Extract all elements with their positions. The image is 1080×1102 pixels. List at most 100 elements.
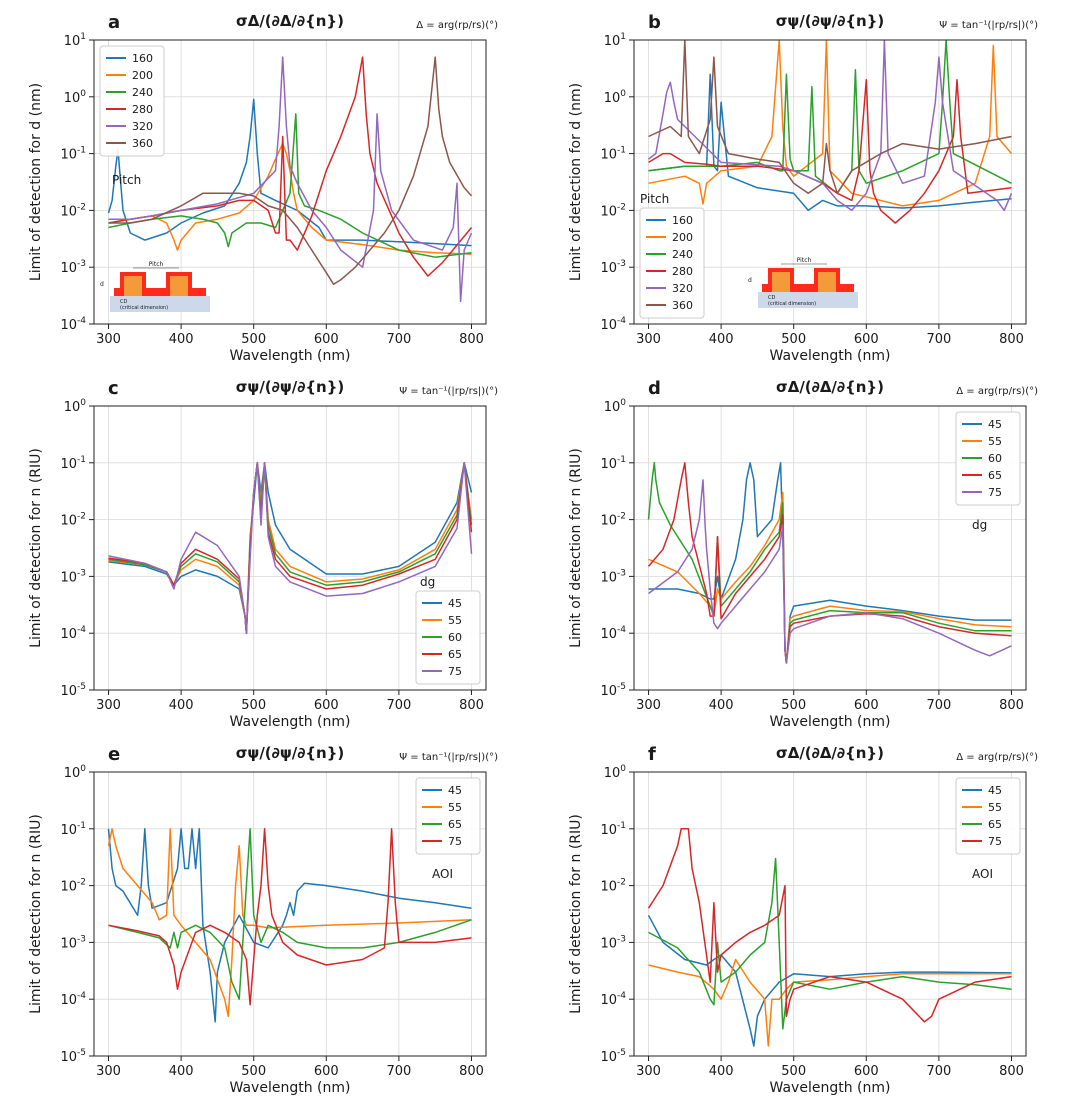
series-line-160 <box>648 73 1012 212</box>
x-tick-label: 800 <box>999 332 1024 347</box>
chart-title: σψ/(∂ψ/∂{n}) <box>236 744 345 762</box>
series-line-75 <box>108 828 472 1006</box>
series-line-75 <box>647 828 1012 1023</box>
y-tick-label: 10-4 <box>60 991 86 1008</box>
series-line-60 <box>647 462 1012 664</box>
x-tick-label: 300 <box>96 1064 121 1079</box>
series-line-65 <box>108 828 472 1000</box>
chart-panel-a: 300 400 500 600 700 800 10-4 10-3 10-2 10-1 100 101… <box>0 0 540 366</box>
y-tick-label: 10-1 <box>600 821 626 838</box>
chart-e-svg: 300 400 500 600 700 800 10-5 10-4 10-3 10-2 10-1 10… <box>28 744 498 1096</box>
chart-d-axes-frame <box>633 405 1027 691</box>
y-tick-label: 100 <box>64 89 87 106</box>
chart-title: σΔ/(∂Δ/∂{n}) <box>776 378 884 396</box>
series-line-360 <box>108 56 473 286</box>
legend-label-75: 75 <box>988 486 1002 499</box>
x-tick-label: 700 <box>926 1064 951 1079</box>
chart-a-legend: 160 200 240 280 320 360 <box>99 45 165 157</box>
x-tick-label: 600 <box>314 1064 339 1079</box>
legend-label-60: 60 <box>448 631 462 644</box>
x-tick-label: 400 <box>709 332 734 347</box>
y-tick-label: 10-4 <box>600 316 626 333</box>
chart-f-legend: 45 55 65 75 <box>955 777 1021 855</box>
chart-f-axes-frame <box>633 771 1027 1057</box>
series-line-360 <box>648 40 1012 195</box>
y-tick-label: 10-3 <box>600 934 626 951</box>
legend-label-75: 75 <box>448 665 462 678</box>
y-tick-label: 101 <box>604 32 626 49</box>
x-tick-label: 500 <box>241 698 266 713</box>
y-tick-label: 10-2 <box>60 202 86 219</box>
y-tick-label: 10-3 <box>60 568 86 585</box>
y-tick-label: 10-4 <box>600 991 626 1008</box>
legend-label-65: 65 <box>448 648 462 661</box>
x-tick-label: 700 <box>386 332 411 347</box>
legend-label-360: 360 <box>672 299 693 312</box>
y-tick-label: 100 <box>604 89 627 106</box>
y-tick-label: 10-3 <box>60 934 86 951</box>
legend-label-160: 160 <box>672 214 693 227</box>
legend-label-45: 45 <box>448 597 462 610</box>
inset-base-layer <box>114 288 206 296</box>
y-tick-label: 100 <box>64 398 87 415</box>
series-line-160 <box>107 98 472 247</box>
series-line-280 <box>648 78 1012 224</box>
inset-cd-label: CD <box>768 295 775 301</box>
legend-label-55: 55 <box>988 801 1002 814</box>
series-line-75 <box>108 462 473 634</box>
legend-box <box>415 590 481 685</box>
chart-a-inset-schematic: Pitch d CD(critical dimension) <box>100 261 210 312</box>
x-tick-label: 500 <box>781 332 806 347</box>
x-axis-label: Wavelength (nm) <box>770 348 891 364</box>
x-tick-label: 800 <box>459 1064 484 1079</box>
chart-panel-e: 300 400 500 600 700 800 10-5 10-4 10-3 10-2 10-1 10… <box>0 732 540 1098</box>
legend-title: AOI <box>972 867 993 881</box>
x-tick-label: 400 <box>169 1064 194 1079</box>
chart-c-legend: 45 55 60 65 75 <box>415 590 481 685</box>
inset-cd-sub-label: (critical dimension) <box>120 305 168 311</box>
x-tick-label: 300 <box>636 332 661 347</box>
y-tick-label: 10-5 <box>600 682 626 699</box>
panel-label: a <box>108 12 120 33</box>
legend-label-280: 280 <box>132 103 153 116</box>
x-tick-label: 300 <box>636 1064 661 1079</box>
chart-e-series-group <box>107 828 472 1023</box>
x-tick-label: 300 <box>96 332 121 347</box>
series-line-200 <box>108 142 472 255</box>
legend-label-200: 200 <box>672 231 693 244</box>
x-tick-label: 400 <box>709 698 734 713</box>
y-tick-label: 10-4 <box>60 625 86 642</box>
x-axis-label: Wavelength (nm) <box>770 1080 891 1096</box>
panel-label: b <box>648 12 661 33</box>
series-line-240 <box>108 113 472 258</box>
x-tick-label: 400 <box>709 1064 734 1079</box>
chart-e-axes-frame <box>93 771 487 1057</box>
parameter-note: Δ = arg(rp/rs)(°) <box>956 752 1038 763</box>
y-axis-label: Limit of detection for n (RIU) <box>28 448 44 648</box>
y-tick-label: 10-2 <box>60 512 86 529</box>
x-axis-label: Wavelength (nm) <box>770 714 891 730</box>
legend-label-60: 60 <box>988 452 1002 465</box>
legend-label-65: 65 <box>988 818 1002 831</box>
x-axis-label: Wavelength (nm) <box>230 348 351 364</box>
legend-box <box>955 411 1021 506</box>
parameter-note: Δ = arg(rp/rs)(°) <box>956 386 1038 397</box>
y-tick-label: 10-1 <box>600 455 626 472</box>
y-tick-label: 10-3 <box>60 259 86 276</box>
series-line-55 <box>648 958 1012 1047</box>
series-line-240 <box>648 40 1012 195</box>
parameter-note: Ψ = tan⁻¹(|rp/rs|)(°) <box>399 386 498 397</box>
y-tick-label: 10-4 <box>60 316 86 333</box>
series-line-320 <box>108 56 473 303</box>
series-line-320 <box>648 40 1013 212</box>
legend-label-320: 320 <box>672 282 693 295</box>
series-line-200 <box>648 40 1013 207</box>
y-tick-label: 100 <box>604 398 627 415</box>
legend-title: dg <box>972 518 987 532</box>
legend-title: Pitch <box>112 173 141 187</box>
y-tick-label: 10-1 <box>60 455 86 472</box>
legend-box <box>639 207 705 319</box>
legend-label-55: 55 <box>448 614 462 627</box>
inset-cd-label: CD <box>120 299 127 305</box>
x-tick-label: 300 <box>96 698 121 713</box>
